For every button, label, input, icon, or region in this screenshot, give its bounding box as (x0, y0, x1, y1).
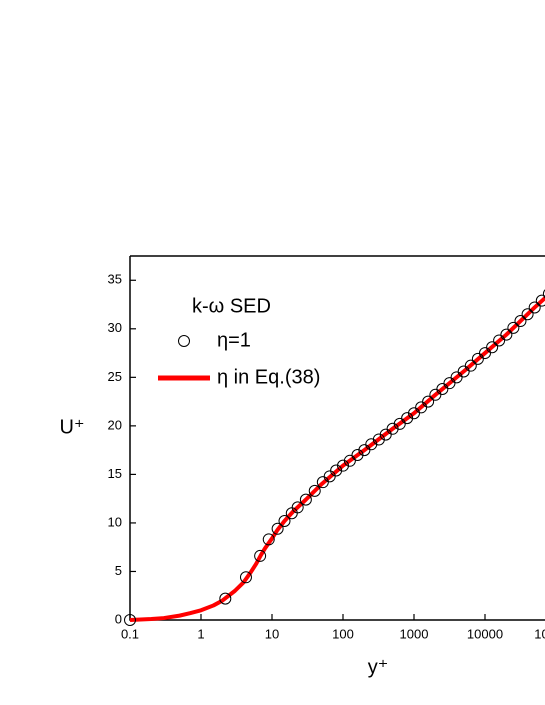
data-point (415, 401, 428, 414)
data-point (514, 315, 527, 328)
data-point (343, 454, 356, 467)
series-line (129, 295, 545, 622)
data-point (493, 334, 506, 347)
y-tick-label: 25 (108, 369, 122, 384)
x-tick-label: 10000 (467, 626, 503, 641)
legend-swatch (178, 335, 190, 347)
x-tick-label: 1000 (400, 626, 429, 641)
data-point (471, 352, 484, 365)
y-tick-label: 30 (108, 320, 122, 335)
data-point (262, 533, 275, 546)
x-tick-label: 100000 (534, 626, 545, 641)
data-point (457, 365, 470, 378)
x-axis-label: y⁺ (368, 656, 389, 678)
data-point (429, 388, 442, 401)
data-point (535, 294, 545, 307)
legend-title: k-ω SED (192, 295, 271, 317)
y-tick-label: 5 (115, 563, 122, 578)
data-point (124, 614, 136, 626)
data-point (239, 571, 252, 584)
y-tick-label: 35 (108, 272, 122, 287)
data-point (308, 484, 321, 497)
y-axis-label: U⁺ (60, 416, 85, 438)
data-point (271, 522, 284, 535)
data-point (464, 359, 477, 372)
data-point (278, 514, 291, 527)
data-point (479, 347, 491, 360)
legend-label: η in Eq.(38) (217, 366, 320, 388)
data-point (521, 308, 534, 321)
data-point (219, 592, 232, 605)
y-tick-label: 10 (108, 514, 122, 529)
data-point (393, 417, 406, 430)
data-point (291, 501, 304, 514)
y-tick-label: 0 (115, 611, 122, 626)
data-point (299, 493, 312, 506)
legend-label: η=1 (217, 329, 251, 351)
y-tick-label: 15 (108, 466, 122, 481)
data-point (507, 321, 520, 334)
data-point (486, 341, 499, 354)
y-tick-label: 20 (108, 417, 122, 432)
x-tick-label: 100 (332, 626, 354, 641)
x-tick-label: 1 (197, 626, 204, 641)
data-point (408, 407, 420, 420)
data-point (436, 382, 449, 395)
data-point (422, 395, 435, 408)
x-tick-label: 0.1 (121, 626, 139, 641)
data-point (500, 328, 513, 341)
data-point (450, 371, 463, 384)
data-point (528, 301, 541, 314)
data-point (443, 377, 456, 390)
data-point (254, 549, 267, 562)
x-tick-label: 10 (265, 626, 279, 641)
data-point (542, 289, 545, 299)
